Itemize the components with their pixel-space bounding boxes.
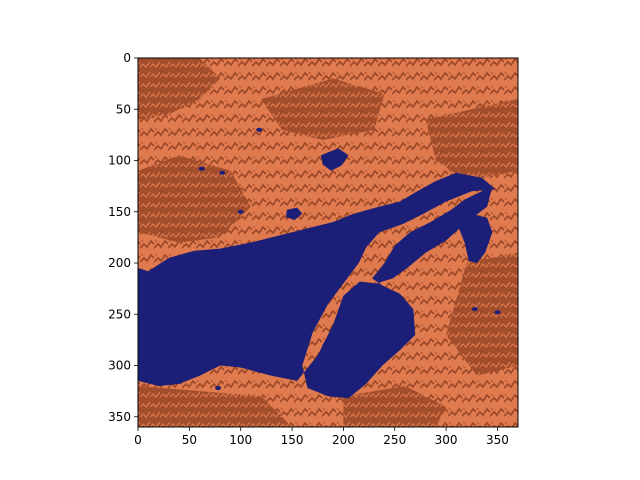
northern-inlet [320,148,349,171]
water-bodies [138,127,501,399]
small-pond [471,307,478,312]
lake-west [285,207,303,220]
y-axis: 0 50 100 150 200 250 300 350 [108,51,138,424]
y-tick-label: 350 [108,410,131,424]
sea-region [138,172,496,399]
mountain-region [138,155,251,243]
x-tick-label: 150 [281,433,304,447]
small-pond [237,209,244,214]
y-tick-label: 300 [108,359,131,373]
mountain-region [343,386,447,427]
x-tick-label: 50 [182,433,197,447]
y-tick-label: 50 [116,102,131,116]
small-pond [219,170,226,175]
small-pond [215,386,222,391]
y-tick-label: 150 [108,205,131,219]
x-tick-label: 0 [134,433,142,447]
mountain-region [446,252,518,376]
map-plot-area [138,58,518,427]
x-tick-label: 300 [435,433,458,447]
small-pond [494,310,501,315]
y-tick-label: 250 [108,307,131,321]
small-pond [198,166,205,171]
x-tick-label: 200 [332,433,355,447]
x-tick-label: 100 [229,433,252,447]
mountain-region [138,386,293,427]
mountain-region [425,99,518,181]
mountain-region [138,58,221,120]
plot-frame [137,57,519,428]
x-axis: 0 50 100 150 200 250 300 350 [134,427,509,447]
x-tick-label: 250 [383,433,406,447]
y-tick-label: 0 [123,51,131,65]
lake-east [458,211,493,263]
x-tick-label: 350 [486,433,509,447]
small-pond [256,127,263,132]
mountain-region [261,78,385,140]
y-tick-label: 200 [108,256,131,270]
mountain-regions [138,58,518,427]
y-tick-label: 100 [108,154,131,168]
